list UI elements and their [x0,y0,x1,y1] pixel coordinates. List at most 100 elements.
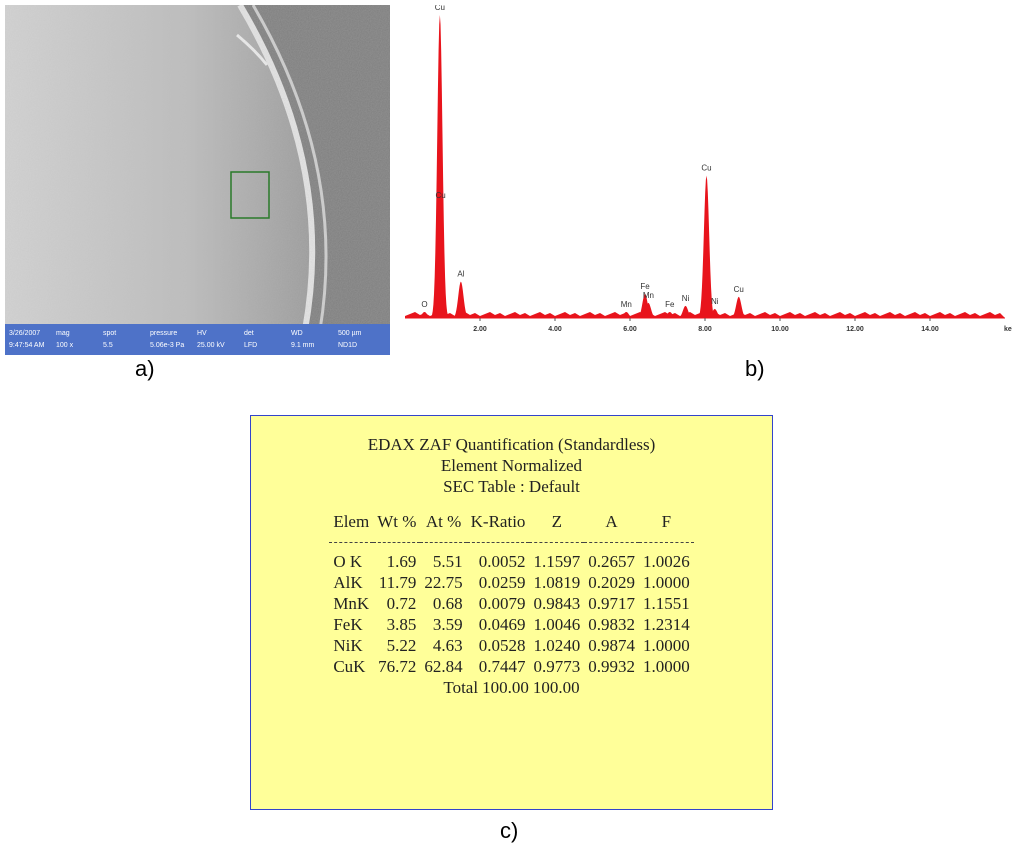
info-text: LFD [244,342,257,349]
data-row: FeK 3.85 3.59 0.0469 1.0046 0.9832 1.2314 [329,614,693,635]
header-cell: F [661,512,672,531]
peak [728,296,750,318]
cell: 62.84 [424,657,463,676]
cell: 0.9717 [588,594,635,613]
x-tick-label: 10.00 [771,326,789,333]
cell: FeK [333,615,363,634]
data-row: CuK 76.72 62.84 0.7447 0.9773 0.9932 1.0000 [329,656,693,677]
peak [634,293,656,318]
table-title: EDAX ZAF Quantification (Standardless) El… [251,434,772,497]
cell: 0.2029 [588,573,635,592]
peak-label: Ni [711,297,719,306]
total-text: 100.00 [532,678,580,697]
data-row: MnK 0.72 0.68 0.0079 0.9843 0.9717 1.1551 [329,593,693,614]
cell: MnK [333,594,370,613]
header-cell: A [605,512,618,531]
cell: 76.72 [378,657,417,676]
info-text: det [244,330,254,337]
cell: 0.0528 [478,636,526,655]
cell: 0.9874 [588,636,635,655]
cell: 0.7447 [478,657,526,676]
peak [637,302,659,318]
x-tick-label: 6.00 [623,326,637,333]
caption: a) [135,356,155,381]
divider [329,542,694,551]
peak-label: Cu [734,285,744,294]
cell: 3.59 [432,615,463,634]
header-cell: Z [551,512,562,531]
caption: b) [745,356,765,381]
cell: 4.63 [432,636,463,655]
cell: 0.0079 [478,594,526,613]
x-axis-label: keV [1004,326,1012,333]
cell: 1.2314 [642,615,690,634]
cell: NiK [333,636,363,655]
info-text: WD [291,330,303,337]
header-cell: At % [425,512,462,531]
background-noise [405,312,1005,318]
cell: 0.2657 [588,552,635,571]
info-text: 100 x [56,342,74,349]
peak-label: Al [457,270,464,279]
info-text: 500 µm [338,330,362,337]
peak [429,15,451,318]
header-cell: K-Ratio [470,512,526,531]
quantification-table: EDAX ZAF Quantification (Standardless) El… [250,415,773,810]
cell: 1.0000 [642,573,690,592]
info-text: 5.06e-3 Pa [150,342,184,349]
info-text: pressure [150,330,177,337]
cell: 1.0026 [642,552,690,571]
peak [414,311,435,318]
data-table: Elem Wt % At % K-Ratio Z A F O K 1.69 5.51 0.0052 1… [329,511,694,698]
peak-label: Mn [621,300,632,309]
cell: 0.9773 [533,657,581,676]
peak [659,311,681,318]
header-cell: Wt % [377,512,417,531]
info-text: 25.00 kV [197,342,225,349]
peak [704,308,726,318]
peak [675,305,696,318]
info-text: 9.1 mm [291,342,315,349]
peak-label: Cu [436,191,446,200]
sem-image: 3/26/2007 mag spot pressure HV det WD 500 µm 9:4… [5,5,390,355]
x-tick-label: 8.00 [698,326,712,333]
peak-label: Fe [640,282,650,291]
info-text: mag [56,330,70,337]
cell: CuK [333,657,366,676]
header-cell: Elem [333,512,370,531]
peak-label: Cu [701,164,711,173]
x-tick-label: 4.00 [548,326,562,333]
info-text: 3/26/2007 [9,330,40,337]
x-tick-label: 12.00 [846,326,864,333]
cell: 0.0052 [478,552,526,571]
cell: 1.0000 [642,657,690,676]
total-cell: Total 100.00 100.00 [329,677,693,698]
peak-label: Mn [643,291,654,300]
divider-cell [329,542,694,551]
x-tick-label: 2.00 [473,326,487,333]
cell: 1.0240 [533,636,581,655]
x-tick-label: 14.00 [921,326,939,333]
data-row: O K 1.69 5.51 0.0052 1.1597 0.2657 1.0026 [329,551,693,572]
cell: 1.1551 [642,594,690,613]
cell: 0.0469 [478,615,526,634]
cell: 1.0819 [533,573,581,592]
info-text: ND1D [338,342,357,349]
title-line: EDAX ZAF Quantification (Standardless) [367,435,656,454]
peak [615,311,637,318]
cell: 0.72 [386,594,417,613]
data-row: NiK 5.22 4.63 0.0528 1.0240 0.9874 1.0000 [329,635,693,656]
header-row: Elem Wt % At % K-Ratio Z A F [329,511,693,543]
caption: c) [500,818,519,843]
peak [430,202,452,318]
total-text: 100.00 [482,678,529,697]
cell: 1.0046 [533,615,581,634]
total-text: Total [443,678,479,697]
cell: 1.0000 [642,636,690,655]
info-text: spot [103,330,116,337]
cell: 1.69 [386,552,417,571]
cell: 3.85 [386,615,417,634]
info-text: 9:47:54 AM [9,342,45,349]
